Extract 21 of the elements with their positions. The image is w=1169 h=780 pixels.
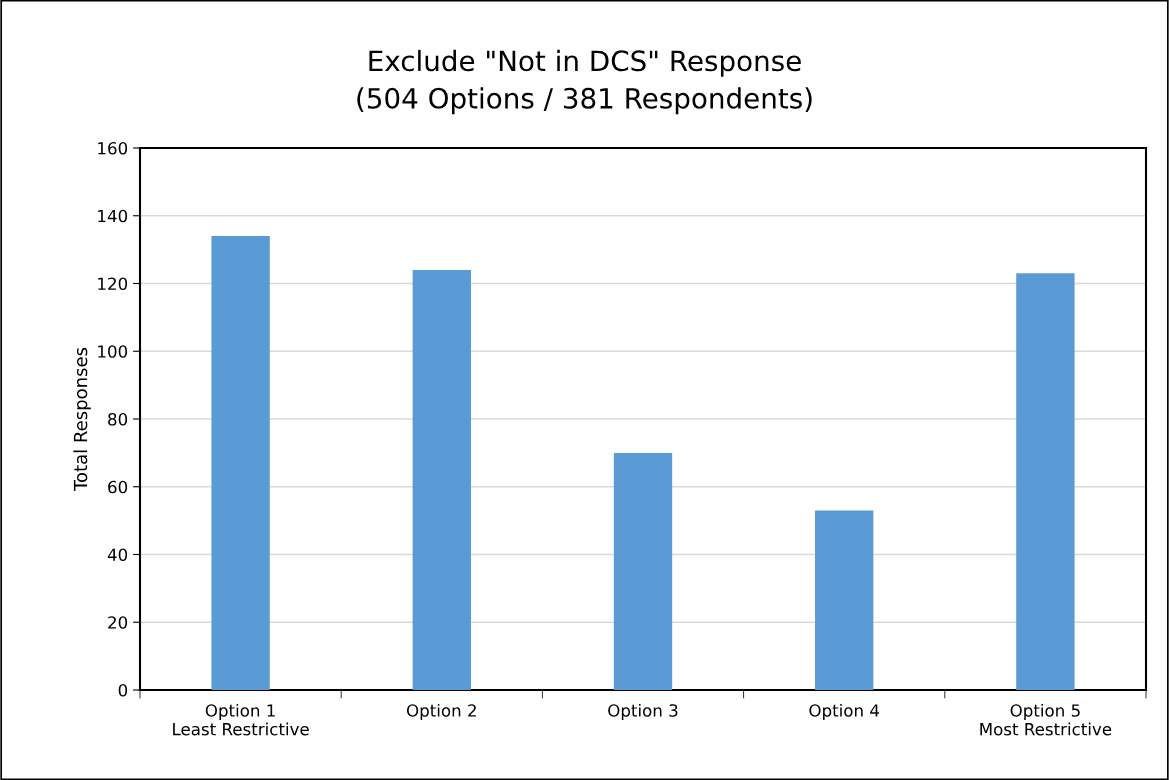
y-tick-label: 160 <box>98 141 128 155</box>
y-tick-label: 60 <box>108 480 128 494</box>
bar <box>1016 273 1075 690</box>
y-tick-label: 140 <box>98 209 128 223</box>
bar <box>613 452 673 690</box>
bar <box>412 269 471 690</box>
chart-title: Exclude "Not in DCS" Response (504 Options / 381 Respondents) <box>357 49 812 115</box>
y-tick-label: 20 <box>108 616 128 629</box>
y-axis-title: Total Responses <box>73 347 91 492</box>
y-tick-label: 0 <box>118 683 128 697</box>
y-tick-label: 120 <box>98 277 128 291</box>
y-tick-label: 100 <box>98 345 128 358</box>
bar <box>815 510 874 690</box>
x-tick-label: Option 1 Least Restrictive <box>173 703 309 736</box>
y-tick-label: 40 <box>107 548 128 562</box>
y-tick-label: 80 <box>108 412 128 426</box>
x-tick-label: Option 4 <box>809 703 880 721</box>
x-tick-label: Option 5 Most Restrictive <box>980 703 1112 736</box>
x-tick-label: Option 2 <box>406 703 476 721</box>
bar <box>211 236 270 690</box>
x-tick-label: Option 3 <box>608 703 678 721</box>
